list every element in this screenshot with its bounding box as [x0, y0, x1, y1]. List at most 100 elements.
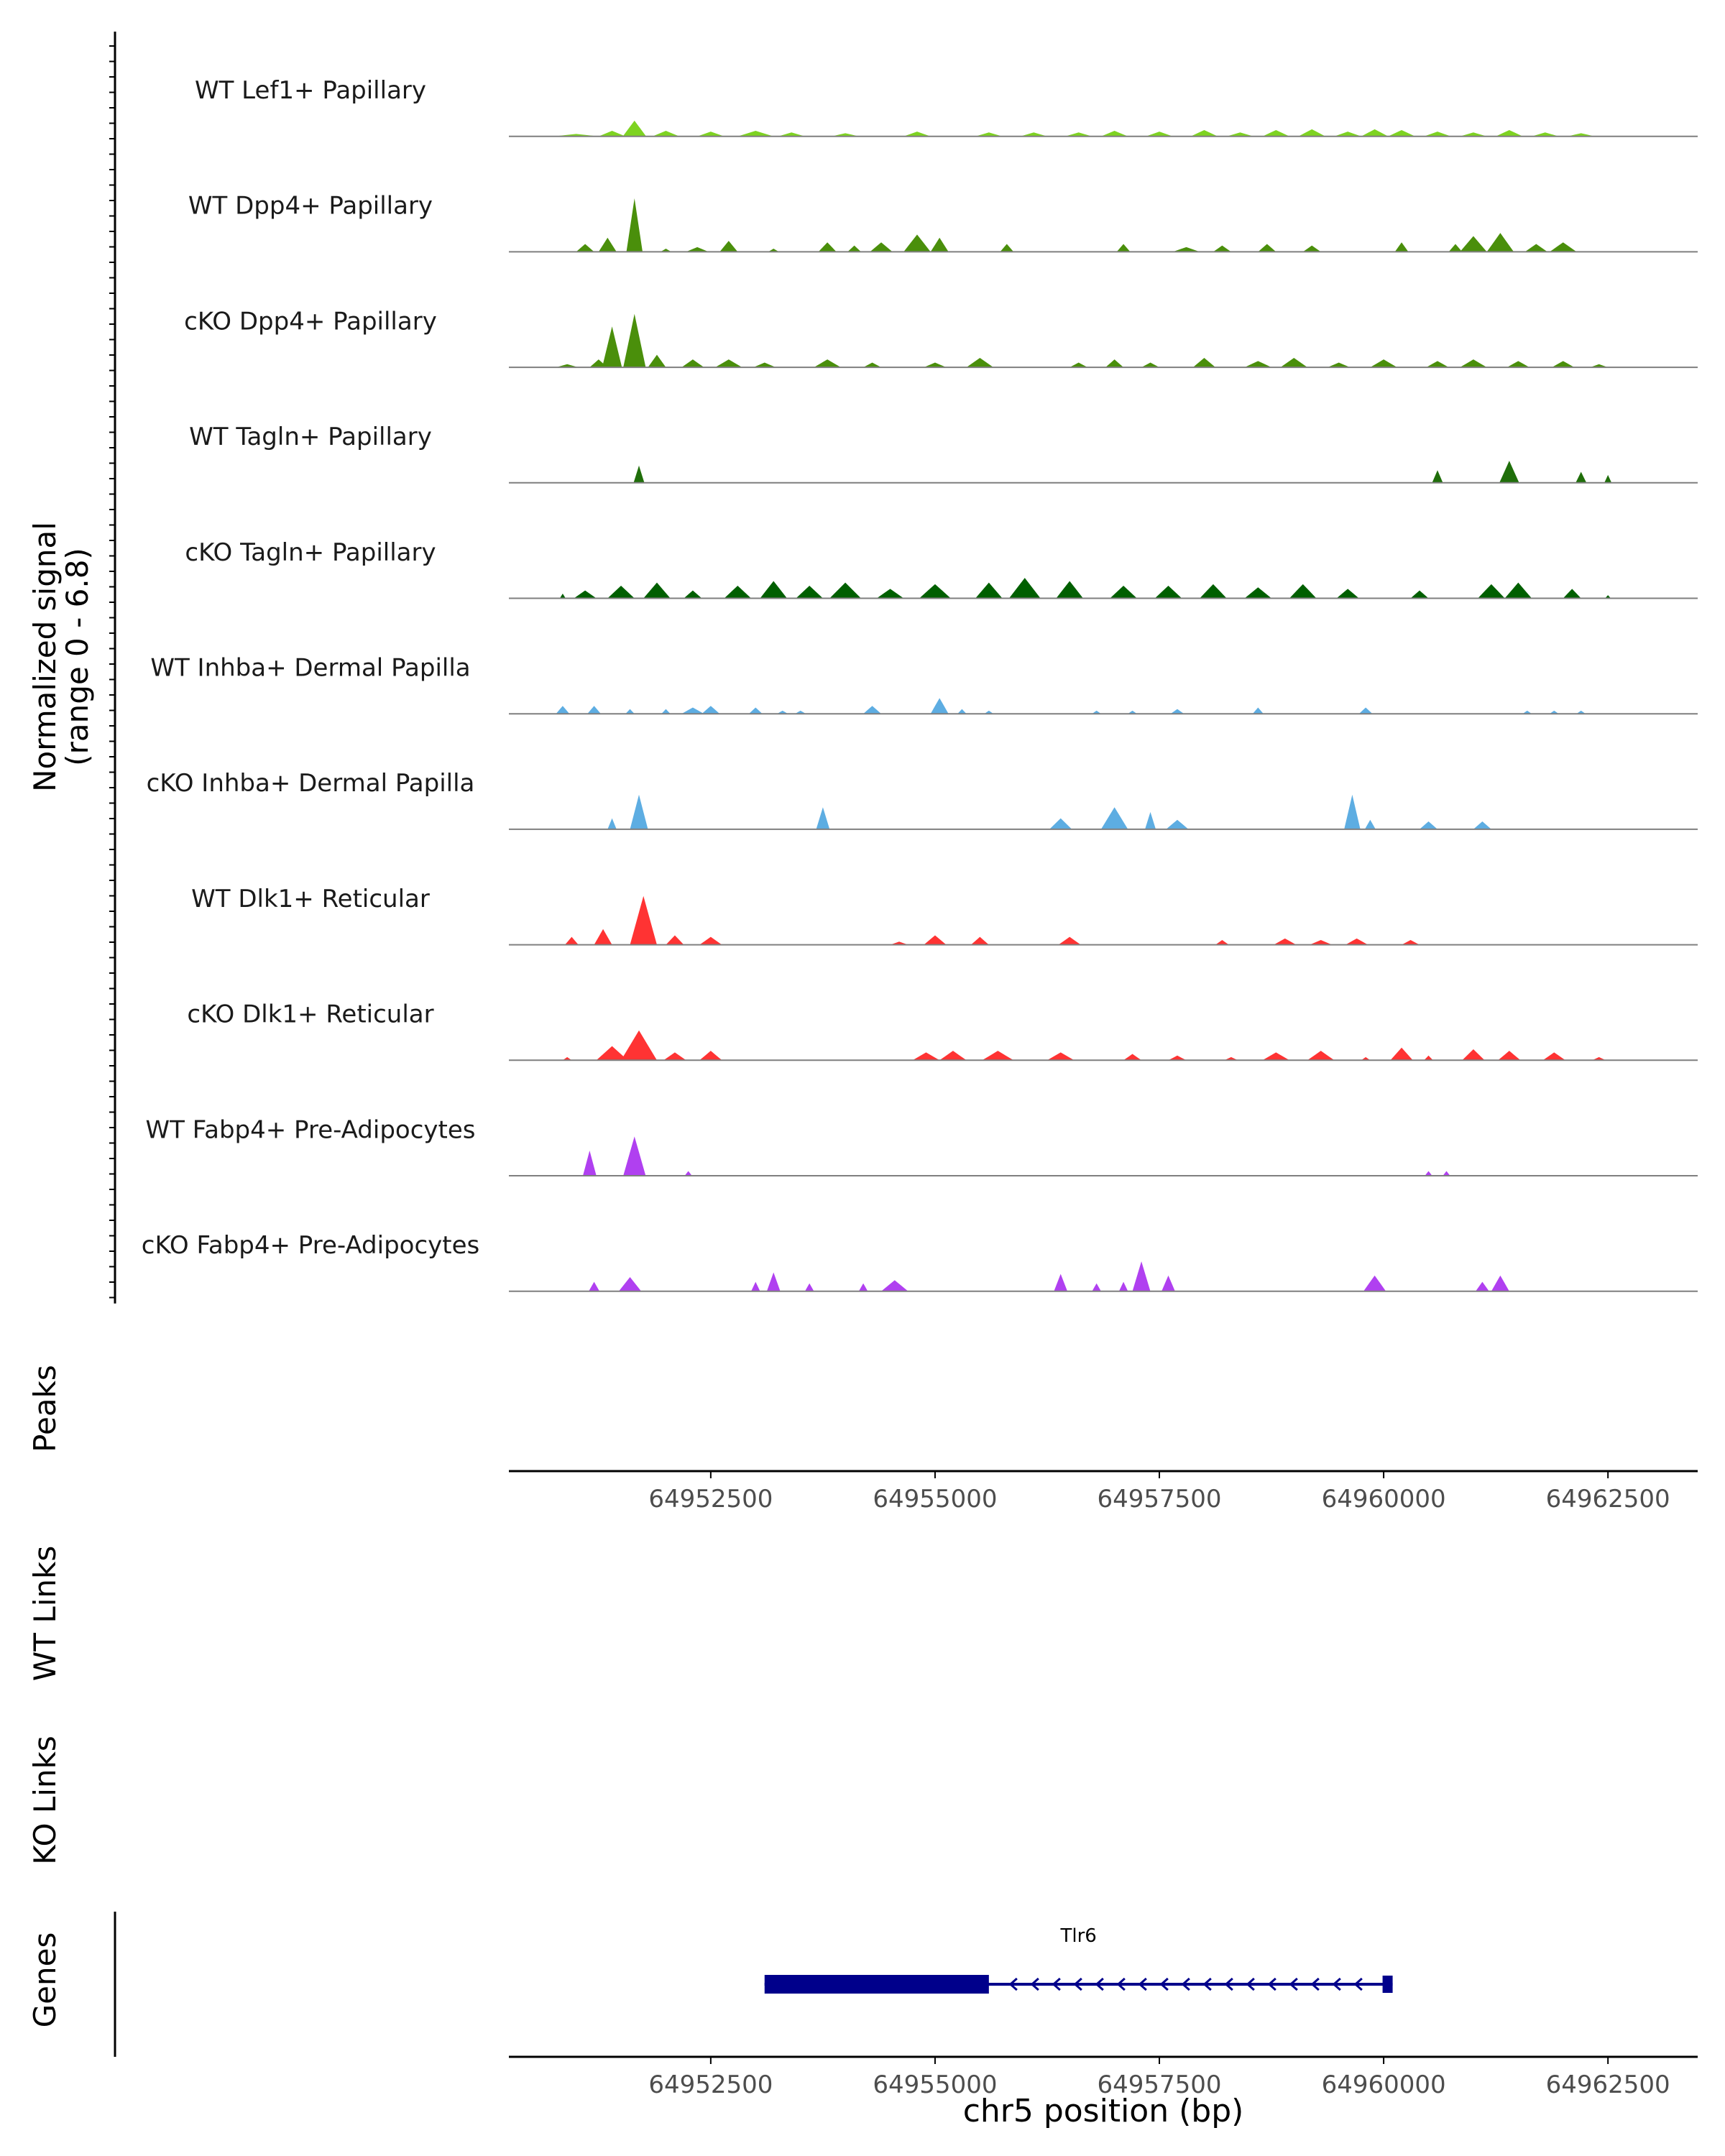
signal-peak	[1460, 359, 1487, 368]
signal-peak	[607, 818, 617, 829]
signal-peak	[912, 1052, 940, 1061]
signal-peak	[1576, 710, 1586, 714]
signal-peak	[751, 1281, 760, 1291]
track-9: WT Fabp4+ Pre-Adipocytes	[146, 1115, 1698, 1176]
y-axis-title: Normalized signal	[27, 522, 63, 792]
signal-peak	[598, 131, 626, 137]
signal-peak	[556, 706, 570, 714]
x-axis-peaks: 64952500 64955000 64957500 64960000 64962500	[509, 1470, 1698, 1514]
signal-peak	[623, 1136, 646, 1176]
signal-peak	[1298, 129, 1325, 137]
signal-peak	[1252, 707, 1264, 714]
x-tick-label: 64952500	[648, 2070, 773, 2099]
signal-peak	[903, 234, 931, 252]
signal-peak	[574, 590, 597, 599]
x-tick-label: 64957500	[1097, 1485, 1221, 1514]
signal-peak	[1426, 361, 1449, 368]
signal-peak	[766, 1272, 781, 1291]
signal-peak	[930, 698, 949, 714]
signal-peak	[984, 710, 994, 714]
signal-peak	[652, 131, 680, 137]
track-label: WT Tagln+ Papillary	[189, 423, 432, 451]
signal-peak	[1592, 1056, 1606, 1061]
track-7: WT Dlk1+ Reticular	[191, 885, 1698, 946]
signal-peak	[1410, 590, 1429, 599]
signal-peak	[881, 1280, 908, 1291]
signal-peak	[870, 242, 893, 252]
signal-peak	[1310, 940, 1333, 945]
signal-peak	[1170, 709, 1184, 714]
signal-peak	[1424, 1055, 1433, 1061]
signal-peak	[1166, 819, 1189, 829]
track-1: WT Dpp4+ Papillary	[188, 192, 1698, 253]
signal-peak	[621, 1030, 657, 1061]
strand-arrow	[1310, 1977, 1320, 1991]
signal-peak	[630, 895, 657, 945]
signal-peak	[1486, 233, 1514, 252]
signal-peak	[1552, 361, 1575, 368]
signal-peak	[814, 359, 841, 368]
signal-peak	[602, 326, 622, 368]
signal-peak	[1460, 236, 1487, 252]
signal-peak	[919, 584, 951, 599]
signal-peak	[1361, 129, 1389, 137]
wt-links-label: WT Links	[27, 1546, 63, 1681]
x-axis-title: chr5 position (bp)	[963, 2093, 1244, 2129]
signal-peak	[686, 247, 709, 252]
signal-peak	[1224, 1056, 1238, 1061]
signal-peak	[1226, 132, 1254, 137]
signal-peak	[1100, 131, 1128, 137]
signal-peak	[1307, 1051, 1335, 1061]
signal-peak	[1491, 1275, 1509, 1291]
signal-peak	[939, 1051, 967, 1061]
signal-peak	[829, 582, 861, 599]
signal-peak	[1460, 132, 1487, 137]
track-5: WT Inhba+ Dermal Papilla	[150, 654, 1698, 715]
signal-peak	[863, 362, 882, 368]
ko-links-label: KO Links	[27, 1736, 63, 1865]
strand-arrow	[1095, 1977, 1104, 1991]
signal-peak	[1172, 247, 1200, 252]
signal-peak	[589, 1281, 600, 1291]
signal-peak	[1302, 245, 1321, 252]
signal-peak	[1274, 938, 1297, 945]
peaks-label: Peaks	[27, 1365, 63, 1452]
signal-peak	[594, 929, 612, 945]
signal-peak	[715, 359, 742, 368]
signal-peak	[768, 249, 779, 252]
track-2: cKO Dpp4+ Papillary	[184, 307, 1698, 369]
signal-peak	[1605, 595, 1611, 599]
x-tick-label: 64957500	[1097, 2070, 1221, 2099]
signal-peak	[876, 589, 904, 599]
signal-peak	[924, 935, 947, 945]
track-label: WT Lef1+ Papillary	[195, 76, 426, 105]
x-tick-label: 64960000	[1322, 1485, 1446, 1514]
gene-track: Tlr6	[764, 1925, 1393, 1994]
track-4: cKO Tagln+ Papillary	[185, 538, 1698, 599]
signal-peak	[1498, 1051, 1521, 1061]
x-tick-label: 64960000	[1322, 2070, 1446, 2099]
gene-label: Tlr6	[1059, 1925, 1096, 1947]
signal-peak	[760, 581, 787, 599]
signal-peak	[562, 1056, 572, 1061]
track-3: WT Tagln+ Papillary	[189, 423, 1698, 484]
signal-peak	[1390, 1047, 1413, 1061]
strand-arrow	[1202, 1977, 1212, 1991]
strand-arrow	[1159, 1977, 1169, 1991]
signal-peak	[1432, 470, 1443, 483]
signal-peak	[1344, 794, 1361, 829]
signal-peak	[1244, 361, 1272, 368]
signal-peak	[1262, 129, 1290, 137]
signal-peak	[699, 1051, 722, 1061]
signal-peak	[1524, 244, 1547, 252]
signal-peak	[982, 1051, 1014, 1061]
signal-peak	[816, 807, 830, 829]
signal-peak	[1567, 133, 1595, 137]
signal-peak	[660, 249, 671, 252]
signal-peak	[1496, 129, 1523, 137]
signal-peak	[596, 1046, 628, 1061]
signal-peak	[556, 364, 579, 368]
signal-peak	[648, 354, 666, 368]
signal-peak	[1424, 132, 1451, 137]
signal-peak	[1476, 1281, 1489, 1291]
